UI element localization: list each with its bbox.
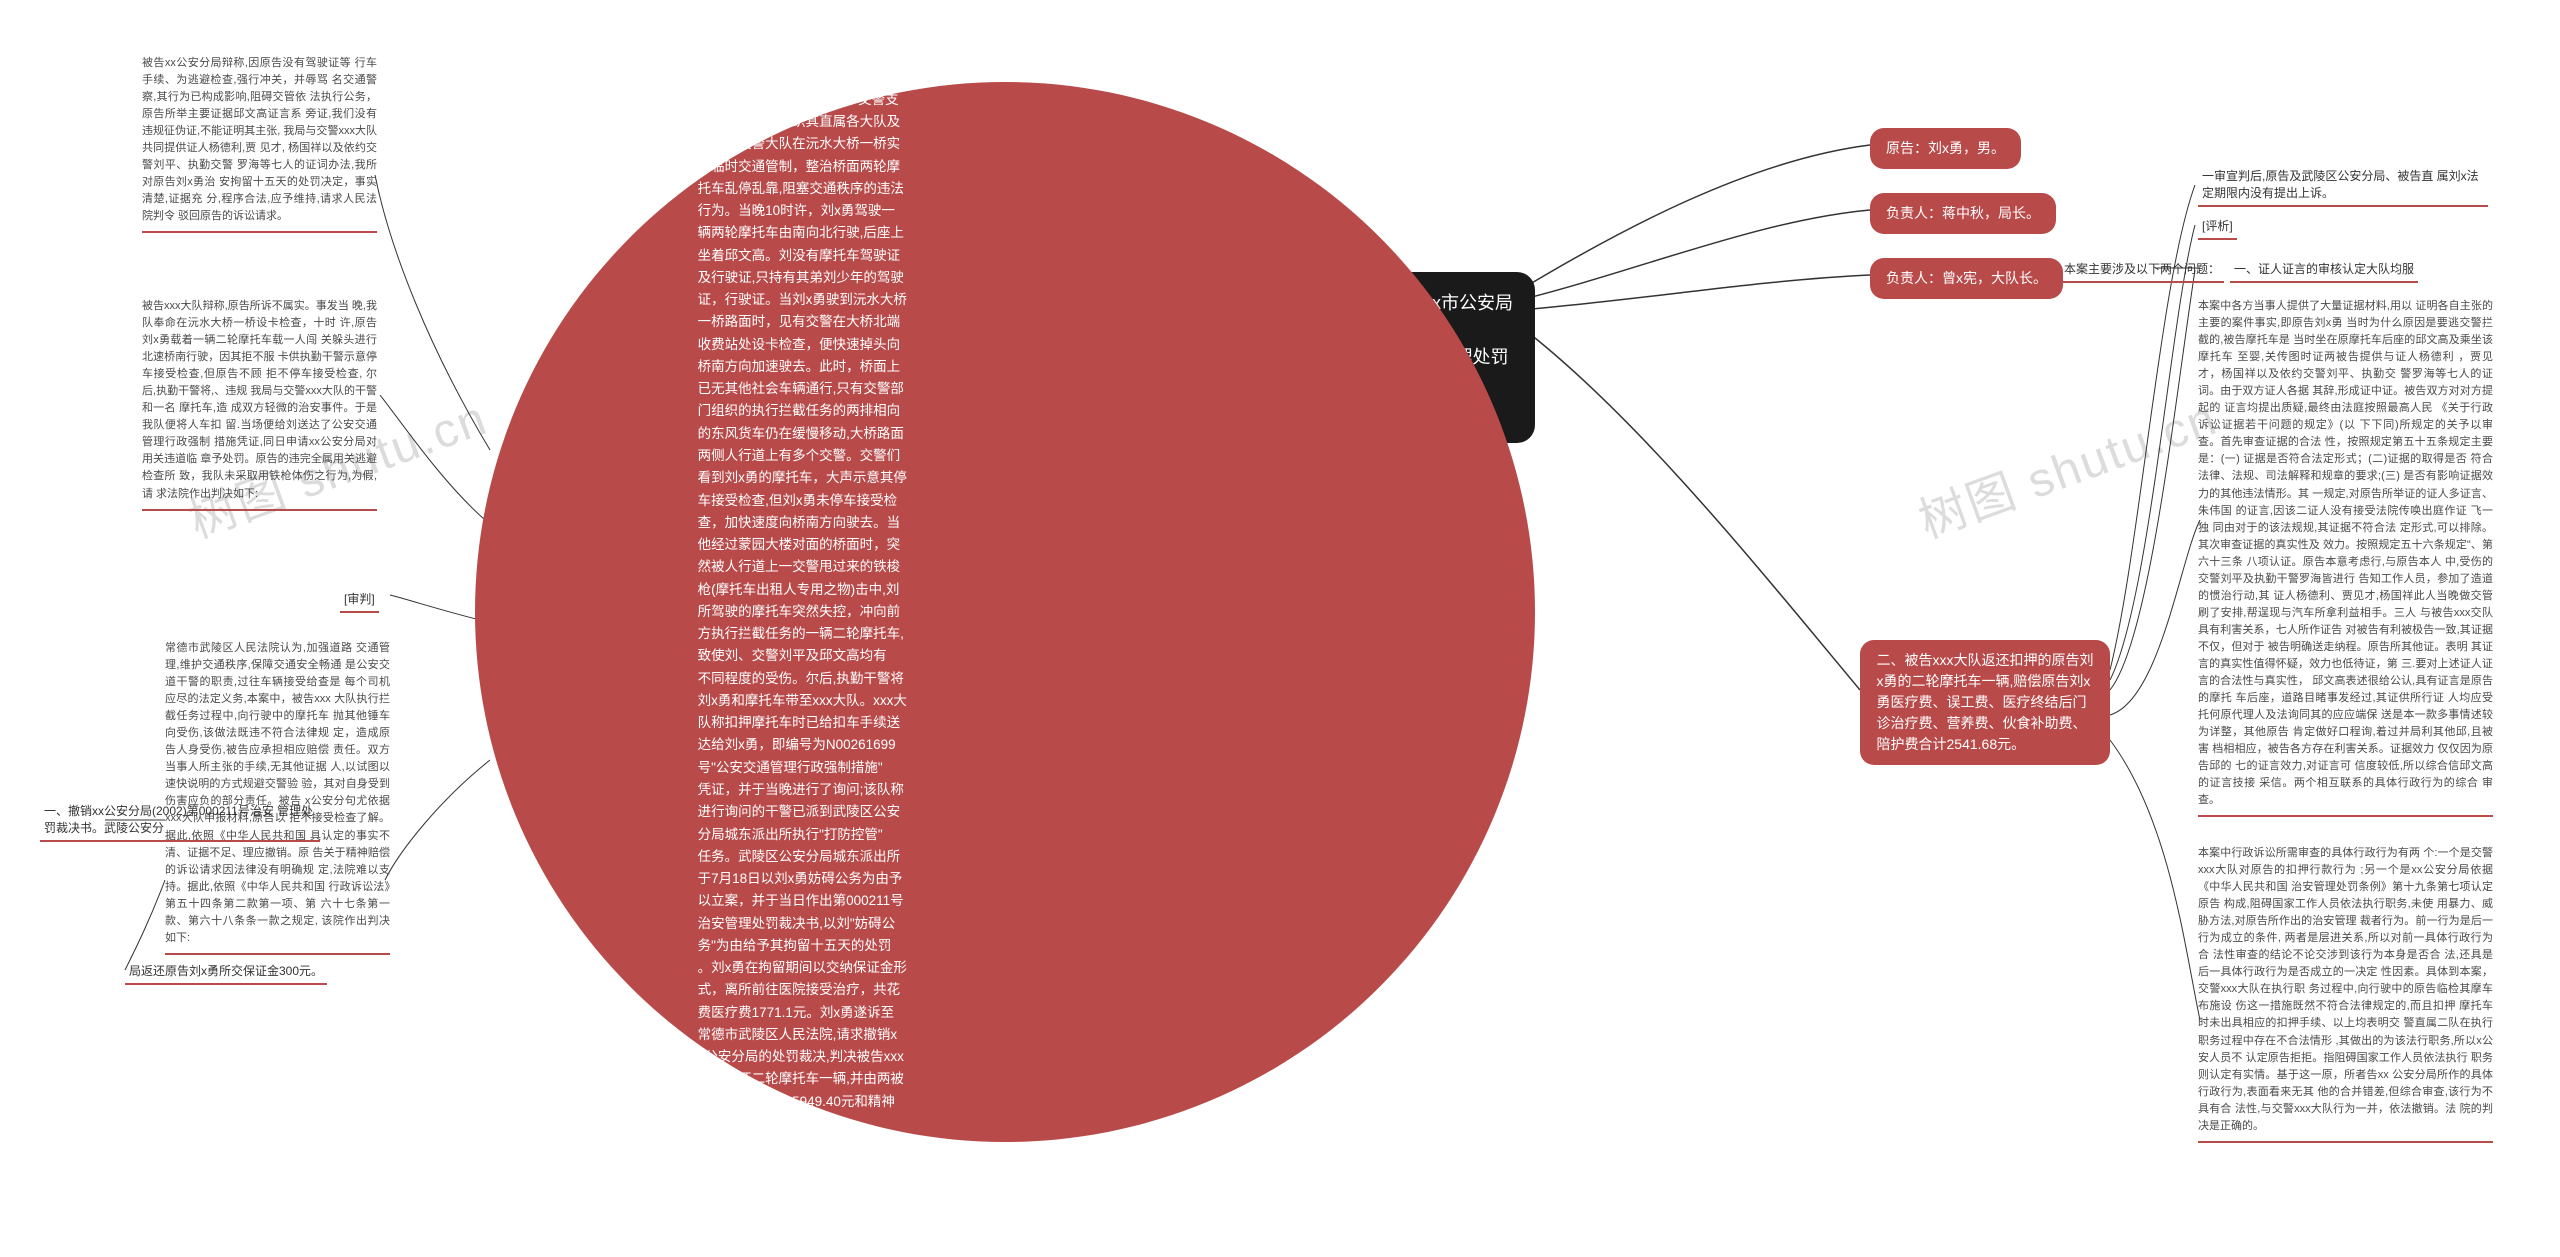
analysis1-box: 本案中各方当事人提供了大量证据材料,用以 证明各自主张的主要的案件事实,即原告刘… — [2198, 298, 2493, 817]
responsible1-node: 负责人：蒋中秋，局长。 — [1870, 193, 2056, 234]
plaintiff-node: 原告：刘x勇，男。 — [1870, 128, 2021, 169]
trial-label: [审判] — [340, 588, 379, 613]
responsible2-text: 负责人：曾x宪，大队长。 — [1886, 268, 2047, 289]
left-box-top: 被告xx公安分局辩称,因原告没有驾驶证等 行车手续、为逃避检查,强行冲关，并辱骂… — [142, 55, 377, 233]
left-box-mid: 被告xxx大队辩称,原告所诉不属实。事发当 晚,我队奉命在沅水大桥一桥设卡检查，… — [142, 298, 377, 511]
watermark: 树图 shutu.cn — [1907, 379, 2225, 552]
item1-sub: 局返还原告刘x勇所交保证金300元。 — [125, 960, 327, 985]
responsible1-text: 负责人：蒋中秋，局长。 — [1886, 203, 2040, 224]
issue-label: 本案主要涉及以下两个问题： — [2060, 258, 2224, 283]
appeal-text: 一审宣判后,原告及武陵区公安分局、被告直 属刘x法定期限内没有提出上诉。 — [2198, 165, 2488, 207]
left-box-bottom: 常德市武陵区人民法院认为,加强道路 交通管理,维护交通秩序,保障交通安全畅通 是… — [165, 640, 390, 955]
result-text: 二、被告xxx大队返还扣押的原告刘 x勇的二轮摩托车一辆,赔偿原告刘x 勇医疗费… — [1877, 650, 2094, 755]
comment-label: [评析] — [2198, 215, 2237, 240]
case-summary-circle: 2002年7月17日晚，常德市交警支 队经过批准，组织其直属各大队及 鼎城区交警… — [475, 82, 1535, 1142]
result-node: 二、被告xxx大队返还扣押的原告刘 x勇的二轮摩托车一辆,赔偿原告刘x 勇医疗费… — [1860, 640, 2110, 765]
plaintiff-text: 原告：刘x勇，男。 — [1886, 138, 2005, 159]
analysis2-box: 本案中行政诉讼所需审查的具体行政行为有两 个:一个是交警xxx大队对原告的扣押行… — [2198, 845, 2493, 1143]
responsible2-node: 负责人：曾x宪，大队长。 — [1870, 258, 2063, 299]
item1-label: 一、撤销xx公安分局(2002)第000211号治安 管理处罚裁决书。武陵公安分 — [40, 800, 320, 842]
issue1-label: 一、证人证言的审核认定大队均服 — [2230, 258, 2418, 283]
case-summary-text: 2002年7月17日晚，常德市交警支 队经过批准，组织其直属各大队及 鼎城区交警… — [698, 89, 1313, 1135]
